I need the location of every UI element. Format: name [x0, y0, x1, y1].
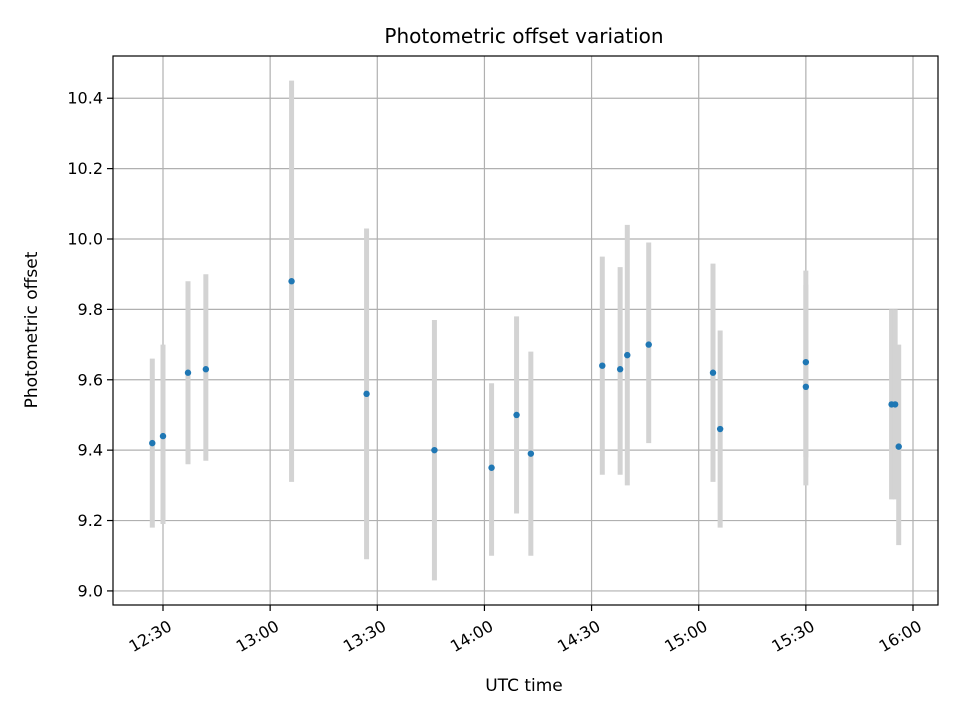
x-tick-label: 12:30	[126, 616, 175, 656]
data-point	[488, 464, 495, 471]
data-point	[716, 425, 724, 433]
data-point	[645, 341, 652, 348]
plot-frame	[112, 55, 939, 606]
data-point	[159, 432, 167, 440]
y-axis-label: Photometric offset	[22, 251, 42, 408]
y-axis-ticks: 9.0 9.2 9.4 9.6 9.8 10.0 10.2 10.4	[67, 89, 113, 600]
data-point	[802, 358, 810, 366]
chart-title: Photometric offset variation	[384, 24, 663, 48]
y-tick-label: 10.4	[67, 89, 103, 108]
x-tick-label: 15:00	[661, 616, 710, 656]
data-point	[431, 446, 438, 454]
data-point	[599, 362, 606, 369]
x-tick-label: 13:30	[340, 616, 389, 656]
data-point	[288, 278, 295, 285]
data-point	[895, 443, 902, 450]
y-tick-label: 9.4	[78, 441, 103, 460]
x-tick-label: 14:00	[447, 616, 496, 656]
x-tick-label: 15:30	[768, 616, 817, 656]
data-point	[709, 369, 717, 376]
y-tick-label: 10.2	[67, 159, 103, 178]
x-tick-label: 16:00	[876, 616, 925, 656]
x-tick-label: 13:00	[233, 616, 282, 656]
data-point	[802, 383, 810, 391]
data-point	[202, 366, 210, 373]
data-point	[891, 401, 899, 408]
grid	[113, 56, 938, 605]
y-tick-label: 10.0	[67, 230, 103, 249]
data-point	[184, 369, 192, 376]
data-point	[616, 366, 624, 373]
x-axis-label: UTC time	[485, 676, 563, 696]
data-point	[363, 390, 370, 398]
error-bars	[149, 80, 902, 581]
y-tick-label: 9.6	[78, 370, 103, 389]
y-tick-label: 9.8	[78, 300, 103, 319]
x-axis-ticks: 12:30 13:00 13:30 14:00 14:30 15:00 15:30 16:00	[126, 605, 925, 656]
data-point	[624, 351, 631, 359]
y-tick-label: 9.2	[78, 511, 103, 530]
data-point	[527, 450, 535, 457]
x-tick-label: 14:30	[554, 616, 603, 656]
data-point	[513, 411, 520, 419]
data-point	[149, 439, 156, 447]
y-tick-label: 9.0	[78, 581, 103, 600]
data-points	[149, 278, 902, 471]
